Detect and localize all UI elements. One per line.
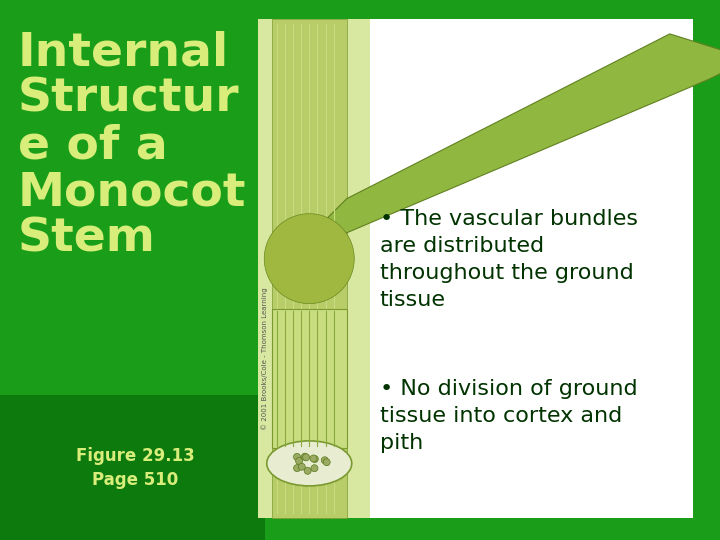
Circle shape (323, 458, 330, 465)
Circle shape (304, 467, 311, 474)
Text: • The vascular bundles
are distributed
throughout the ground
tissue: • The vascular bundles are distributed t… (379, 208, 638, 310)
Circle shape (302, 454, 310, 461)
Text: Internal
Structur
e of a
Monocot
Stem: Internal Structur e of a Monocot Stem (18, 30, 246, 262)
Bar (258, 19, 693, 518)
Circle shape (301, 453, 308, 460)
Text: © 2001 Brooks/Cole - Thomson Learning: © 2001 Brooks/Cole - Thomson Learning (261, 287, 268, 430)
Circle shape (294, 464, 300, 471)
Bar (271, 19, 347, 518)
Circle shape (294, 454, 300, 461)
Circle shape (311, 465, 318, 472)
Bar (271, 308, 347, 448)
Polygon shape (310, 34, 720, 248)
Circle shape (321, 457, 328, 464)
Circle shape (295, 457, 302, 464)
Bar (0, 395, 265, 540)
Circle shape (298, 463, 305, 470)
Bar (258, 19, 370, 518)
Circle shape (311, 456, 318, 463)
Text: Figure 29.13
Page 510: Figure 29.13 Page 510 (76, 447, 194, 489)
Ellipse shape (264, 214, 354, 303)
Text: • No division of ground
tissue into cortex and
pith: • No division of ground tissue into cort… (379, 379, 637, 453)
Ellipse shape (266, 441, 352, 486)
Circle shape (310, 455, 317, 462)
